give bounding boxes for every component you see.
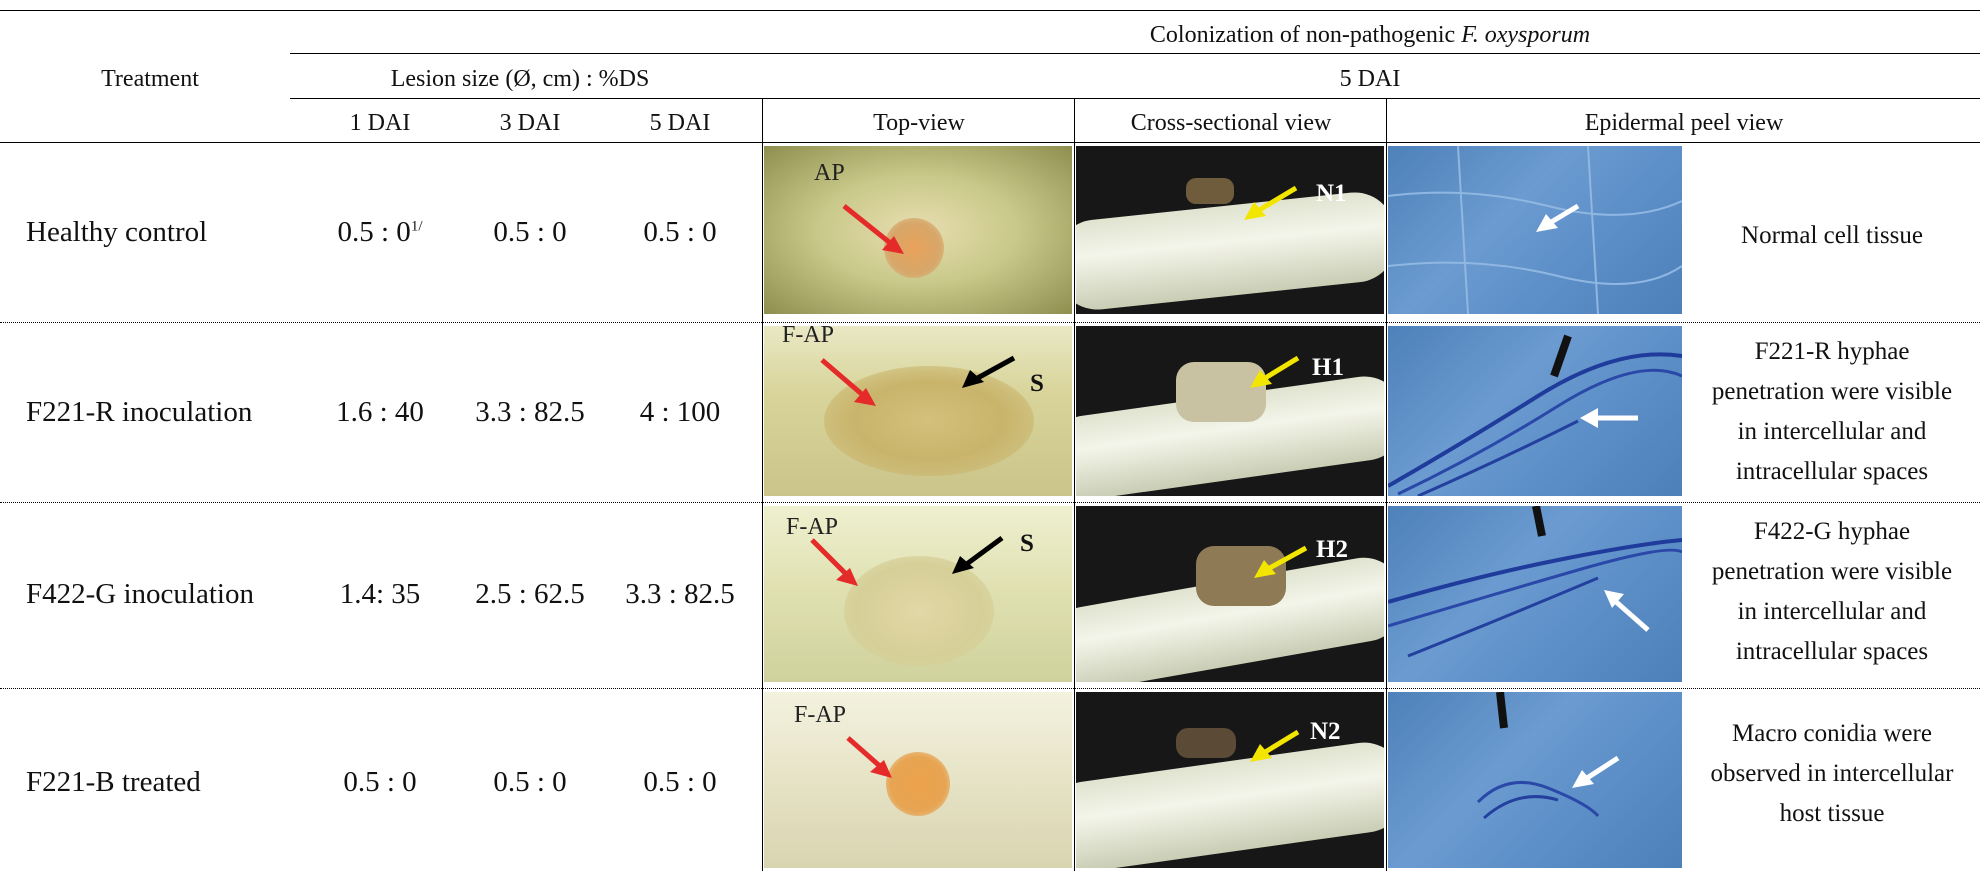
treatment-label: F221-R inoculation — [26, 396, 253, 428]
top-view-label: F-AP — [786, 514, 839, 540]
dai1-value: 0.5 : 01/ — [337, 216, 423, 248]
inoculation-site — [1186, 178, 1234, 204]
dai5-header: 5 DAI — [649, 110, 711, 136]
top-view-label: S — [1020, 530, 1034, 557]
dai3-value: 3.3 : 82.5 — [475, 396, 585, 428]
subgroup-rule — [290, 98, 1980, 99]
top-view-header: Top-view — [873, 110, 965, 136]
top-view-photo: F-AP — [764, 692, 1072, 868]
dai5-value: 0.5 : 0 — [643, 766, 717, 798]
red-arrow-icon — [810, 538, 858, 586]
top-view-label: S — [1030, 370, 1044, 397]
epidermal-peel-photo — [1388, 146, 1682, 314]
top-view-label: F-AP — [782, 326, 835, 348]
infected-tissue — [1196, 546, 1286, 606]
white-arrow-icon — [1580, 408, 1638, 428]
row-separator-3 — [0, 688, 1980, 689]
dai3-value: 2.5 : 62.5 — [475, 578, 585, 610]
cross-section-label: N1 — [1316, 180, 1347, 207]
treatment-label: F221-B treated — [26, 766, 201, 798]
observation-note: Normal cell tissue — [1741, 222, 1923, 249]
cross-section-label: H1 — [1312, 354, 1344, 381]
treatment-label: Healthy control — [26, 216, 208, 248]
inoculation-site — [1176, 728, 1236, 758]
observation-note: Macro conidia were observed in intercell… — [1710, 720, 1954, 827]
cross-section-photo: N2 — [1076, 692, 1384, 868]
top-view-label: F-AP — [794, 702, 847, 728]
white-arrow-icon — [1536, 203, 1580, 232]
top-view-photo: AP — [764, 146, 1072, 314]
infected-tissue — [1176, 362, 1266, 422]
dai3-value: 0.5 : 0 — [493, 216, 567, 248]
top-view-photo: F-AP S — [764, 326, 1072, 496]
yellow-arrow-icon — [1244, 185, 1298, 220]
treatment-label: F422-G inoculation — [26, 578, 254, 610]
column-divider-cross — [1074, 98, 1075, 871]
hyphae — [1388, 334, 1682, 496]
dai5-value: 0.5 : 0 — [643, 216, 717, 248]
epidermal-peel-photo — [1388, 326, 1682, 496]
dai5-value: 4 : 100 — [639, 396, 721, 428]
macro-conidia — [1476, 692, 1600, 820]
species-name: F. oxysporum — [1461, 22, 1591, 48]
black-arrow-icon — [962, 355, 1016, 388]
dai5-value: 3.3 : 82.5 — [625, 578, 735, 610]
hyphae — [1388, 506, 1682, 658]
peel-view-header: Epidermal peel view — [1584, 110, 1784, 136]
lesion-spot — [886, 752, 950, 816]
top-view-photo: F-AP S — [764, 506, 1072, 682]
column-divider-peel — [1386, 98, 1387, 871]
row-separator-1 — [0, 322, 1980, 323]
treatment-header: Treatment — [101, 66, 199, 92]
dai1-header: 1 DAI — [349, 110, 411, 136]
epidermal-peel-photo — [1388, 692, 1682, 868]
red-arrow-icon — [842, 204, 904, 254]
group-rule — [290, 53, 1980, 54]
lesion-group-header: Lesion size (Ø, cm) : %DS — [390, 66, 650, 92]
dai1-value: 1.4: 35 — [339, 578, 421, 610]
red-arrow-icon — [846, 736, 892, 778]
cross-section-photo: H2 — [1076, 506, 1384, 682]
cross-section-photo: N1 — [1076, 146, 1384, 314]
cross-section-label: H2 — [1316, 536, 1348, 563]
cross-section-label: N2 — [1310, 718, 1341, 745]
table-top-rule — [0, 10, 1980, 11]
observation-note: F422-G hyphae penetration were visible i… — [1711, 518, 1953, 665]
lesion-spot — [844, 556, 994, 666]
lesion-spot — [824, 366, 1034, 476]
column-divider-top — [762, 98, 763, 871]
cross-view-header: Cross-sectional view — [1130, 110, 1332, 136]
dai3-header: 3 DAI — [499, 110, 561, 136]
cell-outlines — [1388, 146, 1682, 314]
red-arrow-icon — [820, 358, 876, 406]
top-view-label: AP — [814, 160, 845, 186]
epidermal-peel-photo — [1388, 506, 1682, 682]
observation-note: F221-R hyphae penetration were visible i… — [1711, 338, 1953, 485]
black-arrow-icon — [952, 535, 1004, 574]
white-arrow-icon — [1604, 590, 1650, 632]
yellow-arrow-icon — [1254, 545, 1308, 578]
row-separator-2 — [0, 502, 1980, 503]
header-bottom-rule — [0, 142, 1980, 143]
yellow-arrow-icon — [1250, 729, 1300, 762]
dai5-group-header: 5 DAI — [1339, 66, 1401, 92]
white-arrow-icon — [1572, 755, 1620, 788]
group-title: Colonization of non-pathogenic F. oxyspo… — [1149, 22, 1591, 48]
dai3-value: 0.5 : 0 — [493, 766, 567, 798]
cross-section-photo: H1 — [1076, 326, 1384, 496]
yellow-arrow-icon — [1250, 355, 1300, 388]
dai1-value: 0.5 : 0 — [343, 766, 417, 798]
dai1-value: 1.6 : 40 — [336, 396, 424, 428]
